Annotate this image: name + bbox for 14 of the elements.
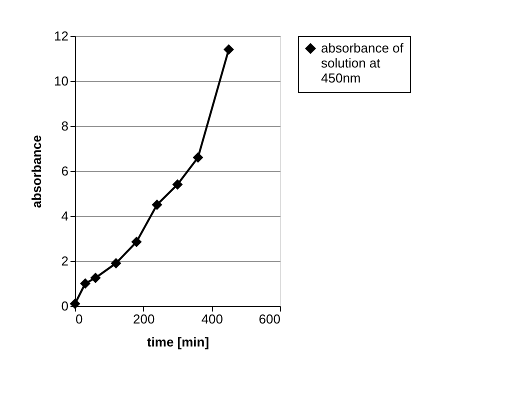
y-tick-label: 4 [61, 208, 68, 224]
y-tick-label: 10 [54, 74, 68, 88]
x-tick-label: 400 [201, 312, 224, 326]
legend-label: absorbance of solution at 450nm [321, 40, 404, 86]
y-tick-label: 0 [61, 298, 68, 314]
y-tick-label: 2 [61, 254, 68, 268]
x-tick-label: 600 [258, 312, 280, 326]
x-tick-label: 0 [76, 312, 83, 326]
y-tick-label: 12 [54, 28, 68, 44]
y-tick-label: 8 [61, 118, 68, 134]
x-axis-title: time [min] [146, 334, 210, 350]
y-tick-label: 6 [61, 164, 68, 178]
y-axis-title: absorbance [29, 135, 44, 208]
x-tick-label: 200 [132, 312, 155, 326]
